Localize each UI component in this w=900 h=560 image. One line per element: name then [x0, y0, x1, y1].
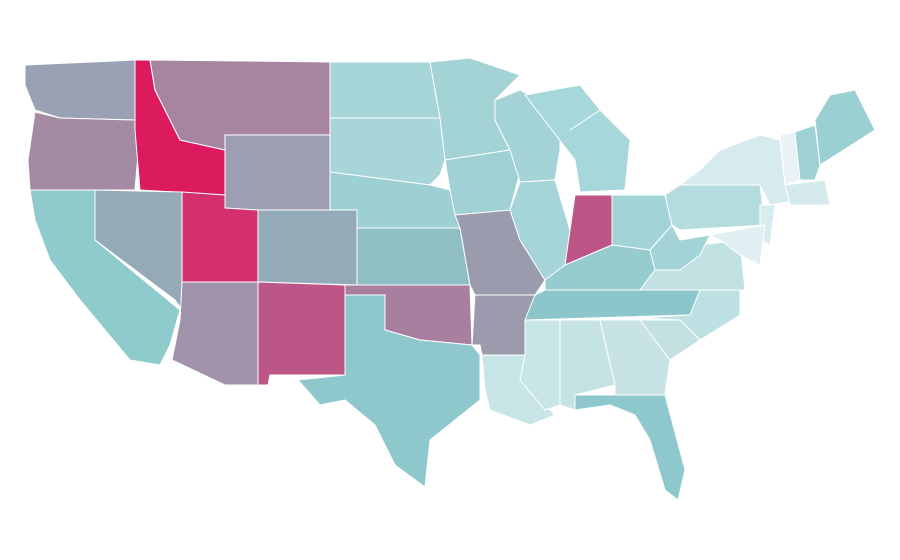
region — [297, 294, 481, 488]
region — [329, 61, 441, 119]
region — [27, 111, 141, 191]
region — [784, 179, 831, 206]
region — [356, 227, 471, 286]
region — [649, 224, 711, 271]
region — [257, 281, 346, 386]
region — [94, 189, 183, 311]
region — [709, 224, 766, 266]
region — [794, 124, 821, 181]
region — [257, 209, 358, 286]
region — [574, 394, 686, 501]
regions — [24, 57, 876, 501]
region — [524, 84, 631, 193]
region — [664, 184, 766, 231]
region — [639, 289, 741, 341]
region — [444, 149, 521, 216]
region — [814, 89, 876, 166]
region — [24, 59, 136, 121]
region — [224, 134, 331, 211]
